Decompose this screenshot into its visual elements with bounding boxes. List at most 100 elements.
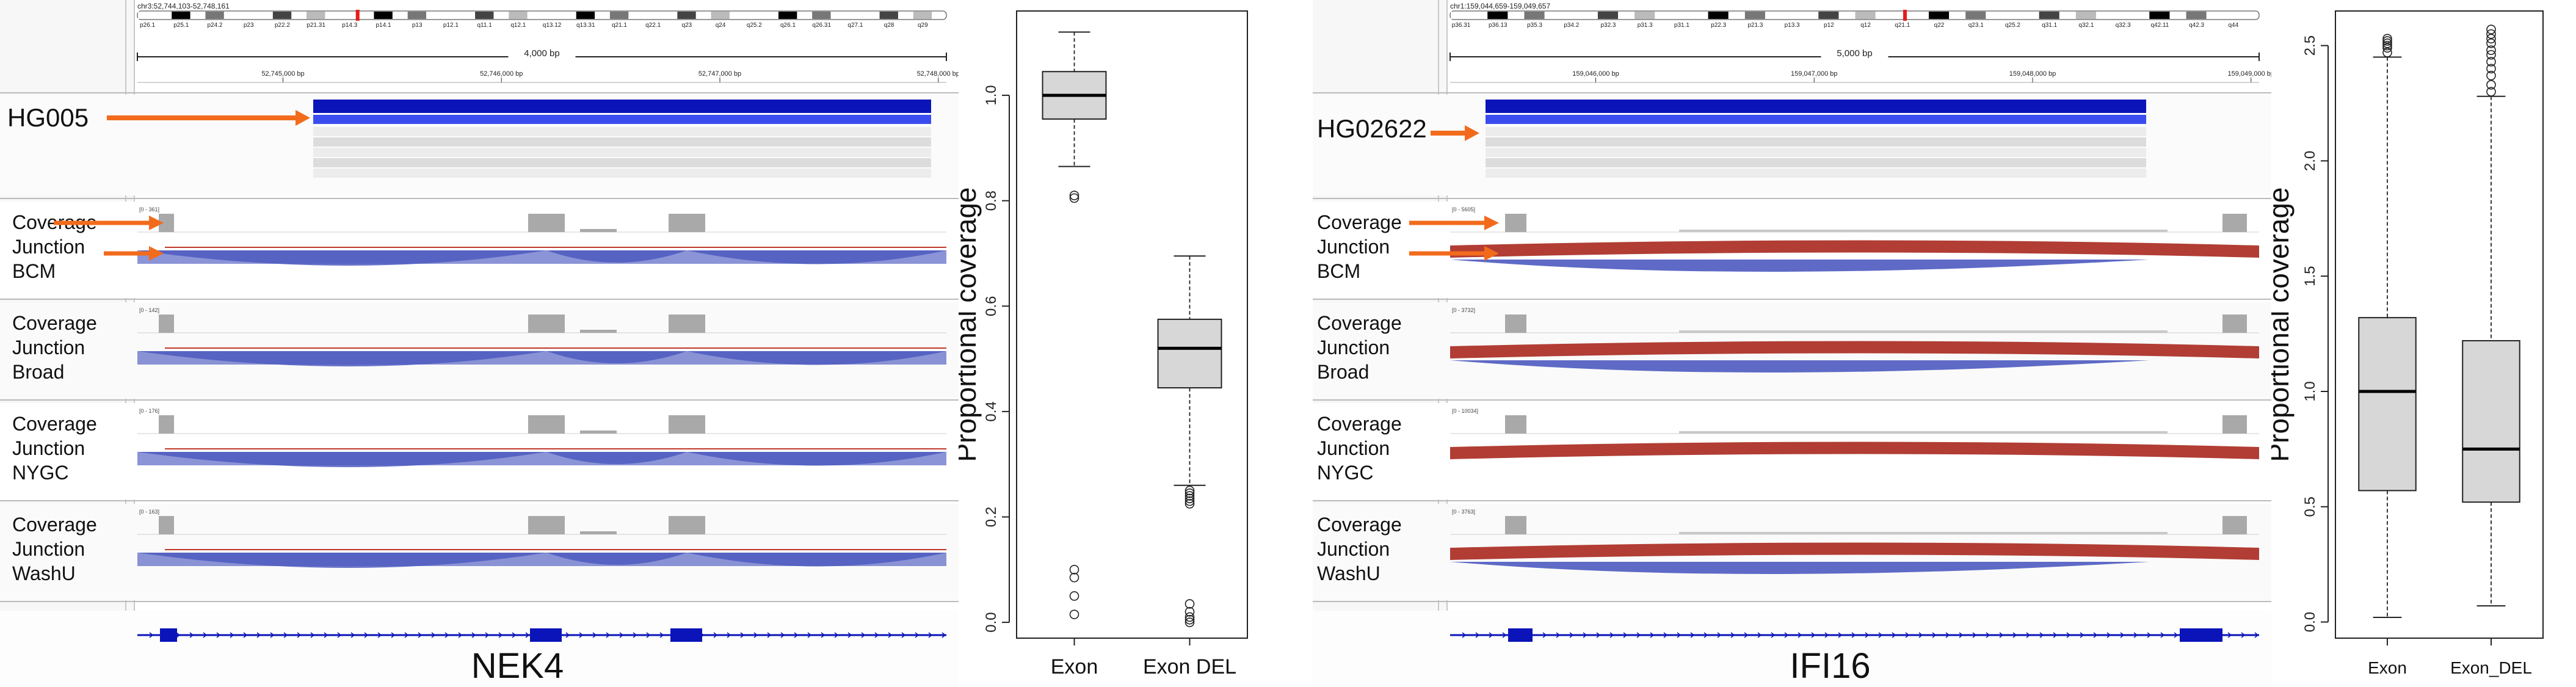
outlier-point	[1185, 617, 1195, 627]
ideogram-band	[407, 12, 427, 19]
ideogram-band	[542, 12, 561, 19]
gene-name: IFI16	[1790, 646, 1870, 686]
gene-strand-chevron-icon	[149, 632, 154, 638]
gene-strand-chevron-icon	[1771, 632, 1776, 638]
ideogram-band-label: q31.1	[2042, 22, 2057, 29]
outlier-point	[1185, 612, 1195, 622]
gene-strand-chevron-icon	[1542, 632, 1547, 638]
coverage-range-label: [0 - 163]	[139, 509, 159, 515]
ideogram-band-label: p36.13	[1489, 22, 1508, 29]
gene-strand-chevron-icon	[1972, 632, 1977, 638]
ideogram-band-label: p32.3	[1600, 22, 1616, 29]
ideogram-band-label: q32.1	[2078, 22, 2094, 29]
gene-strand-chevron-icon	[525, 632, 530, 638]
gene-strand-chevron-icon	[794, 632, 799, 638]
igv-panel-nek4: chr3:52,744,103-52,748,161 p26.1 p25.1 p24.…	[0, 0, 959, 687]
ideogram-band	[272, 12, 292, 19]
ideogram-band	[1634, 12, 1655, 19]
outlier-point	[1069, 565, 1079, 575]
ruler-tick-label: 159,046,000 bp	[1572, 70, 1619, 78]
coverage-block	[528, 214, 565, 232]
gene-strand-chevron-icon	[1636, 632, 1641, 638]
gene-strand-chevron-icon	[283, 632, 288, 638]
track-label-line: Coverage	[12, 312, 97, 334]
gene-strand-chevron-icon	[1717, 632, 1722, 638]
outlier-point	[2382, 40, 2392, 51]
coverage-block	[2222, 214, 2247, 232]
ideogram-band-label: q25.2	[2005, 22, 2020, 29]
y-axis-label: Proportional coverage	[959, 187, 982, 462]
coverage-block-low	[580, 330, 617, 333]
gene-strand-chevron-icon	[350, 632, 355, 638]
x-tick-label: Exon	[1051, 655, 1098, 678]
ideogram-band	[1487, 12, 1508, 19]
ideogram-band-label: q26.31	[812, 22, 831, 29]
track-label-line: Broad	[1317, 361, 1369, 383]
gene-strand-chevron-icon	[2133, 632, 2138, 638]
figure-svg: chr1:159,044,659-159,049,657 p36.31 p36.13…	[1313, 0, 2271, 687]
gene-name: NEK4	[471, 646, 564, 686]
coverage-block-low	[1679, 532, 2168, 534]
gene-strand-chevron-icon	[444, 632, 449, 638]
ideogram-band	[2002, 12, 2023, 19]
gene-strand-chevron-icon	[256, 632, 261, 638]
read-stack-row	[1486, 127, 2146, 136]
scale-label: 4,000 bp	[524, 48, 559, 59]
gene-strand-chevron-icon	[807, 632, 812, 638]
ideogram-band-label: q22.1	[645, 22, 661, 29]
gene-strand-chevron-icon	[203, 632, 208, 638]
coverage-block-low	[580, 531, 617, 534]
coverage-block	[2222, 415, 2247, 434]
y-tick-label: 0.6	[983, 296, 1000, 316]
y-tick-label: 2.0	[2302, 151, 2318, 171]
junction-band	[137, 553, 946, 566]
track-label-line: Junction	[12, 437, 85, 459]
gene-strand-chevron-icon	[901, 632, 906, 638]
coverage-block-low	[580, 229, 617, 232]
ideogram-band-label: p35.3	[1527, 22, 1542, 29]
gene-strand-chevron-icon	[565, 632, 570, 638]
ideogram-band	[441, 12, 460, 19]
track-arrow-head-icon	[1484, 246, 1499, 261]
outlier-point	[1185, 491, 1195, 501]
gene-strand-chevron-icon	[324, 632, 328, 638]
track-label-line: Coverage	[12, 514, 97, 536]
gene-strand-chevron-icon	[391, 632, 396, 638]
outlier-point	[1069, 193, 1079, 203]
coverage-block-low	[1679, 431, 2168, 434]
junction-band	[137, 250, 946, 264]
track-label-line: Junction	[1317, 437, 1390, 459]
x-tick-label: Exon DEL	[1143, 655, 1236, 678]
gene-strand-chevron-icon	[592, 632, 597, 638]
gene-strand-chevron-icon	[1583, 632, 1587, 638]
figure-svg: 0.0 0.5 1.0 1.5 2.0 2.5 Proportional coverage E…	[2271, 10, 2544, 677]
gene-strand-chevron-icon	[418, 632, 423, 638]
gene-strand-chevron-icon	[2120, 632, 2125, 638]
outlier-point	[2382, 34, 2392, 44]
outlier-point	[2486, 38, 2496, 48]
ideogram-band-label: q27.1	[847, 22, 863, 29]
y-tick-label: 0.4	[983, 401, 1000, 421]
coverage-range-label: [0 - 5605]	[1452, 206, 1475, 213]
gene-strand-chevron-icon	[471, 632, 476, 638]
ideogram-band	[1928, 12, 1950, 19]
boxplot-exon-coverage-right: 0.0 0.5 1.0 1.5 2.0 2.5 Proportional coverage E…	[2271, 0, 2576, 687]
coverage-range-label: [0 - 3763]	[1452, 509, 1475, 515]
gene-strand-chevron-icon	[1986, 632, 1990, 638]
ideogram-band	[744, 12, 764, 19]
ruler-tick-label: 159,047,000 bp	[1791, 70, 1837, 78]
outlier-point	[2382, 38, 2392, 48]
ideogram-band-label: p31.1	[1674, 22, 1689, 29]
ideogram-band-label: q25.2	[747, 22, 762, 29]
gene-strand-chevron-icon	[2053, 632, 2058, 638]
gene-strand-chevron-icon	[1865, 632, 1870, 638]
track-arrow-head-icon	[149, 246, 164, 261]
gene-strand-chevron-icon	[646, 632, 651, 638]
outlier-point	[2486, 70, 2496, 81]
outlier-point	[1185, 493, 1195, 504]
ideogram-band-label: q32.3	[2116, 22, 2131, 29]
track-label-line: Junction	[1317, 336, 1390, 358]
read-stack-row	[1486, 137, 2146, 147]
coverage-block	[159, 415, 174, 434]
track-label-line: BCM	[1317, 260, 1360, 282]
